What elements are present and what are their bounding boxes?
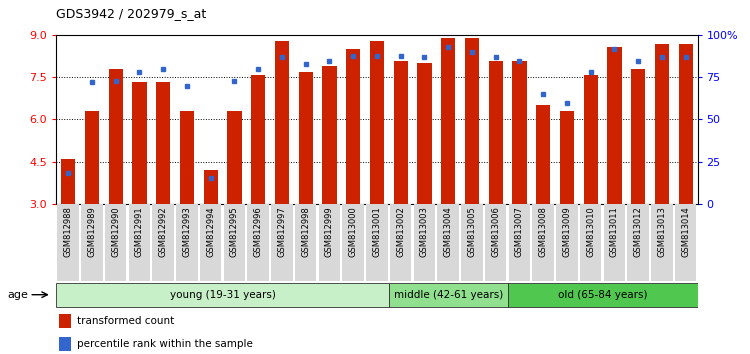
Bar <box>251 75 266 204</box>
Text: middle (42-61 years): middle (42-61 years) <box>394 290 502 300</box>
Text: GDS3942 / 202979_s_at: GDS3942 / 202979_s_at <box>56 7 206 20</box>
FancyBboxPatch shape <box>81 204 103 281</box>
Text: GSM813009: GSM813009 <box>562 206 572 257</box>
Bar <box>679 44 693 204</box>
Bar <box>608 47 622 204</box>
Text: GSM813006: GSM813006 <box>491 206 500 257</box>
FancyBboxPatch shape <box>604 204 625 281</box>
Bar <box>655 44 669 204</box>
Bar <box>584 75 598 204</box>
Bar <box>180 111 194 204</box>
FancyBboxPatch shape <box>129 204 150 281</box>
FancyBboxPatch shape <box>56 283 388 307</box>
Bar <box>132 82 146 204</box>
FancyBboxPatch shape <box>437 204 459 281</box>
Bar <box>536 105 550 204</box>
Text: GSM813002: GSM813002 <box>396 206 405 257</box>
Text: old (65-84 years): old (65-84 years) <box>558 290 647 300</box>
FancyBboxPatch shape <box>508 283 698 307</box>
Bar <box>512 61 526 204</box>
Text: GSM812990: GSM812990 <box>111 206 120 257</box>
Text: GSM813004: GSM813004 <box>444 206 452 257</box>
Bar <box>441 38 455 204</box>
Text: GSM812992: GSM812992 <box>159 206 168 257</box>
Text: age: age <box>8 290 28 300</box>
FancyBboxPatch shape <box>224 204 245 281</box>
Text: GSM813007: GSM813007 <box>514 206 523 257</box>
Bar <box>346 50 360 204</box>
FancyBboxPatch shape <box>366 204 388 281</box>
Text: GSM813001: GSM813001 <box>372 206 381 257</box>
Bar <box>59 337 71 351</box>
Text: GSM813013: GSM813013 <box>657 206 666 257</box>
FancyBboxPatch shape <box>105 204 126 281</box>
Text: young (19-31 years): young (19-31 years) <box>170 290 275 300</box>
FancyBboxPatch shape <box>295 204 316 281</box>
Bar <box>274 41 289 204</box>
FancyBboxPatch shape <box>556 204 578 281</box>
Text: GSM812997: GSM812997 <box>278 206 286 257</box>
Text: GSM812998: GSM812998 <box>301 206 310 257</box>
Bar <box>417 63 431 204</box>
Text: GSM813003: GSM813003 <box>420 206 429 257</box>
Text: GSM812994: GSM812994 <box>206 206 215 257</box>
Bar <box>203 170 217 204</box>
Text: GSM812988: GSM812988 <box>64 206 73 257</box>
FancyBboxPatch shape <box>200 204 221 281</box>
FancyBboxPatch shape <box>343 204 364 281</box>
Text: GSM813008: GSM813008 <box>538 206 548 257</box>
Text: GSM812995: GSM812995 <box>230 206 238 257</box>
Text: GSM812999: GSM812999 <box>325 206 334 257</box>
Text: percentile rank within the sample: percentile rank within the sample <box>77 339 254 349</box>
Text: transformed count: transformed count <box>77 316 175 326</box>
Bar <box>85 111 99 204</box>
FancyBboxPatch shape <box>580 204 602 281</box>
Bar <box>488 61 502 204</box>
Text: GSM813012: GSM813012 <box>634 206 643 257</box>
Text: GSM813011: GSM813011 <box>610 206 619 257</box>
Text: GSM812991: GSM812991 <box>135 206 144 257</box>
Text: GSM813010: GSM813010 <box>586 206 596 257</box>
FancyBboxPatch shape <box>390 204 411 281</box>
FancyBboxPatch shape <box>461 204 482 281</box>
Bar <box>394 61 408 204</box>
FancyBboxPatch shape <box>248 204 268 281</box>
FancyBboxPatch shape <box>319 204 340 281</box>
Bar <box>560 111 574 204</box>
FancyBboxPatch shape <box>532 204 554 281</box>
Text: GSM813000: GSM813000 <box>349 206 358 257</box>
FancyBboxPatch shape <box>176 204 197 281</box>
FancyBboxPatch shape <box>651 204 673 281</box>
Bar <box>156 82 170 204</box>
FancyBboxPatch shape <box>485 204 506 281</box>
Bar <box>61 159 75 204</box>
Text: GSM812996: GSM812996 <box>254 206 262 257</box>
FancyBboxPatch shape <box>152 204 174 281</box>
FancyBboxPatch shape <box>414 204 435 281</box>
Bar <box>227 111 242 204</box>
FancyBboxPatch shape <box>388 283 508 307</box>
FancyBboxPatch shape <box>272 204 292 281</box>
Bar <box>631 69 645 204</box>
Bar <box>109 69 123 204</box>
FancyBboxPatch shape <box>628 204 649 281</box>
FancyBboxPatch shape <box>58 204 79 281</box>
Text: GSM812989: GSM812989 <box>87 206 96 257</box>
Bar <box>322 66 337 204</box>
Bar <box>370 41 384 204</box>
FancyBboxPatch shape <box>675 204 696 281</box>
Text: GSM813005: GSM813005 <box>467 206 476 257</box>
Bar <box>298 72 313 204</box>
FancyBboxPatch shape <box>509 204 530 281</box>
Bar <box>465 38 479 204</box>
Text: GSM812993: GSM812993 <box>182 206 191 257</box>
Bar <box>59 314 71 328</box>
Text: GSM813014: GSM813014 <box>681 206 690 257</box>
